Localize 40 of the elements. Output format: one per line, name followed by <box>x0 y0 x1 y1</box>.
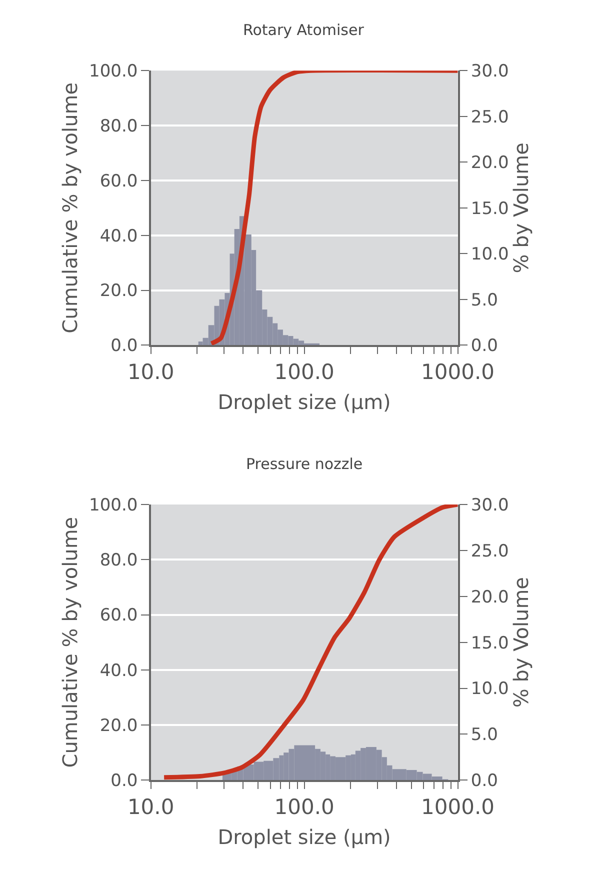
y2-tick-label: 20.0 <box>470 153 509 174</box>
y2-tick-label: 30.0 <box>470 62 509 82</box>
y2-axis-title: % by Volume <box>508 577 533 708</box>
y-tick-label: 60.0 <box>100 171 138 192</box>
y2-tick-label: 0.0 <box>470 771 498 792</box>
x-axis-title: Droplet size (μm) <box>218 825 391 850</box>
y-tick-label: 60.0 <box>100 606 138 626</box>
y-tick-label: 40.0 <box>100 660 138 681</box>
chart-title: Pressure nozzle <box>246 455 363 473</box>
y-tick-label: 0.0 <box>110 336 138 356</box>
x-tick-label: 1000.0 <box>421 795 495 820</box>
y2-tick-label: 0.0 <box>470 336 498 356</box>
y-tick-label: 80.0 <box>100 116 138 136</box>
y2-tick-label: 25.0 <box>470 541 509 562</box>
x-tick-label: 100.0 <box>274 795 334 820</box>
y2-tick-label: 15.0 <box>470 198 509 219</box>
y-tick-label: 20.0 <box>100 716 138 736</box>
y2-tick-label: 20.0 <box>470 587 509 608</box>
y2-axis-title: % by Volume <box>508 142 533 274</box>
y2-tick-label: 30.0 <box>470 495 509 516</box>
y2-tick-label: 15.0 <box>470 633 509 654</box>
y2-tick-label: 10.0 <box>470 679 509 700</box>
chart-title: Rotary Atomiser <box>243 21 365 39</box>
y2-tick-label: 25.0 <box>470 107 509 128</box>
y2-tick-label: 5.0 <box>470 725 498 746</box>
y-tick-label: 100.0 <box>89 62 138 82</box>
x-tick-label: 10.0 <box>127 360 174 384</box>
y-axis-title: Cumulative % by volume <box>58 82 82 334</box>
x-tick-label: 1000.0 <box>421 360 495 384</box>
y-tick-label: 0.0 <box>110 771 138 792</box>
y-tick-label: 100.0 <box>89 495 138 516</box>
y-tick-label: 40.0 <box>100 226 138 246</box>
y-axis-title: Cumulative % by volume <box>58 516 82 768</box>
y-tick-label: 20.0 <box>100 281 138 302</box>
y-tick-label: 80.0 <box>100 550 138 571</box>
x-tick-label: 10.0 <box>127 795 174 820</box>
x-tick-label: 100.0 <box>274 360 334 384</box>
x-axis-title: Droplet size (μm) <box>218 390 391 414</box>
y2-tick-label: 10.0 <box>470 244 509 265</box>
y2-tick-label: 5.0 <box>470 290 498 310</box>
